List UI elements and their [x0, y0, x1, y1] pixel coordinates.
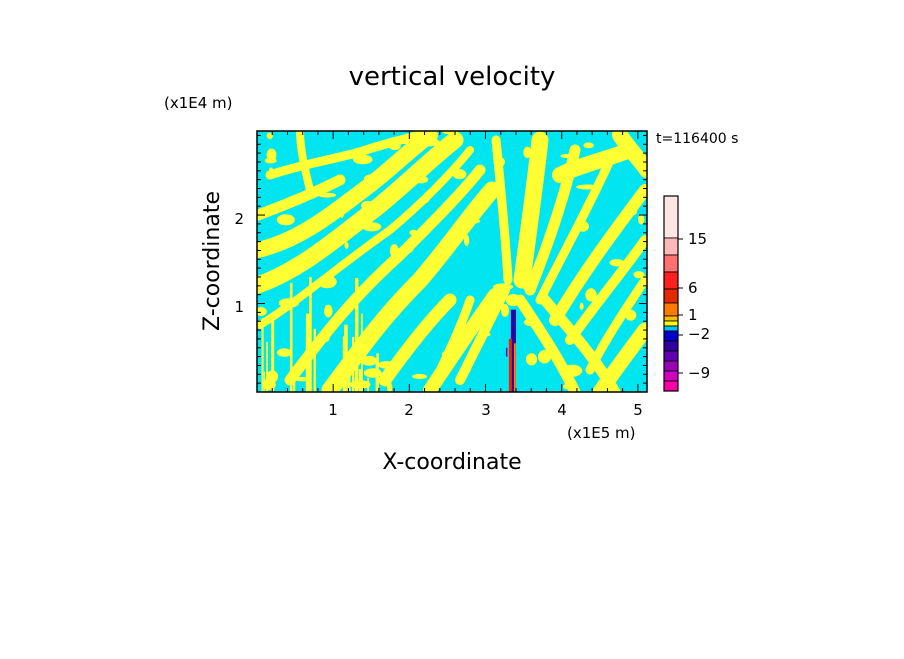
x-tick-label-3: 3	[481, 401, 491, 419]
colorbar-swatch	[663, 315, 679, 322]
colorbar-label-1: 1	[688, 306, 698, 324]
colorbar-label-6: 6	[688, 279, 698, 297]
x-tick-label-5: 5	[633, 401, 643, 419]
colorbar-swatch	[663, 302, 679, 317]
velocity-field	[257, 131, 647, 392]
colorbar-swatch	[663, 325, 679, 332]
y-unit-label: (x1E4 m)	[164, 94, 233, 112]
colorbar-swatch	[663, 340, 679, 352]
colorbar-swatch	[663, 288, 679, 304]
colorbar-swatch	[663, 360, 679, 372]
colorbar-swatch	[663, 254, 679, 273]
y-tick-label-1: 1	[234, 298, 244, 316]
x-tick-label-4: 4	[557, 401, 567, 419]
x-axis-label: X-coordinate	[382, 450, 521, 475]
colorbar-swatch	[663, 271, 679, 290]
chart-title: vertical velocity	[349, 62, 556, 92]
colorbar-swatch	[663, 380, 679, 392]
colorbar-swatch	[663, 237, 679, 256]
colorbar-swatch	[663, 195, 679, 239]
colorbar-swatch	[663, 320, 679, 327]
positive-velocity-streaks	[257, 131, 647, 392]
central-plume	[505, 309, 516, 392]
x-tick-label-1: 1	[328, 401, 338, 419]
x-tick-label-2: 2	[404, 401, 414, 419]
y-axis-label: Z-coordinate	[200, 191, 225, 331]
colorbar-swatch	[663, 370, 679, 382]
plot-frame	[256, 130, 648, 393]
colorbar	[663, 195, 683, 392]
colorbar-swatch	[663, 350, 679, 362]
colorbar-swatch	[663, 330, 679, 342]
y-tick-label-2: 2	[234, 210, 244, 228]
colorbar-label-15: 15	[688, 230, 707, 248]
axis-ticks	[257, 131, 647, 392]
x-unit-label: (x1E5 m)	[567, 424, 636, 442]
colorbar-label-neg2: −2	[688, 325, 710, 343]
time-label: t=116400 s	[656, 131, 738, 147]
colorbar-label-neg9: −9	[688, 364, 710, 382]
